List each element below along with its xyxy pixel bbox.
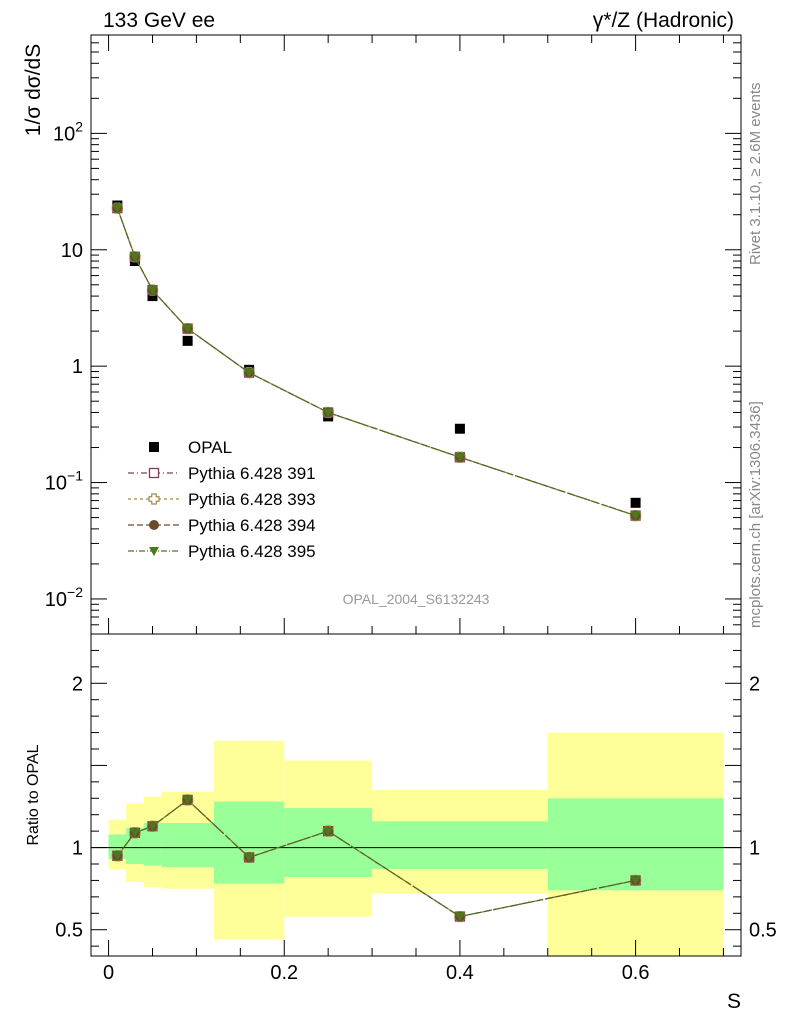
main-mc-point	[454, 453, 465, 463]
watermark: OPAL_2004_S6132243	[343, 591, 490, 607]
main-series-line	[116, 207, 636, 517]
main-data-point	[630, 497, 641, 508]
ratio-ytick-label-right: 1	[749, 838, 760, 860]
ratio-series-line	[116, 799, 636, 918]
ratio-ytick-label: 1	[72, 838, 83, 860]
main-ytick-label: 10−1	[45, 468, 83, 495]
ratio-ytick-label-right: 0.5	[749, 920, 777, 942]
ratio-mc-point	[630, 876, 641, 886]
ratio-band-inner	[284, 808, 373, 878]
main-ytick-label: 102	[53, 118, 83, 145]
legend-marker	[148, 493, 160, 505]
header-left: 133 GeV ee	[103, 9, 215, 32]
ratio-mc-point	[454, 912, 465, 922]
ratio-mc-point	[244, 853, 255, 863]
main-mc-point	[112, 204, 123, 214]
ratio-ytick-label: 2	[72, 673, 83, 695]
main-ytick-label: 10	[61, 240, 83, 262]
main-ylabel: 1/σ dσ/dS	[22, 44, 45, 136]
ratio-xtick-label: 0.2	[270, 962, 298, 984]
legend: OPAL Pythia 6.428 391 Pythia 6.428 393 Pyth…	[128, 438, 316, 561]
main-ytick-label: 1	[72, 356, 83, 378]
legend-marker	[149, 442, 159, 452]
main-data-point	[454, 423, 465, 434]
ratio-xtick-label: 0	[103, 962, 114, 984]
legend-label: Pythia 6.428 394	[188, 516, 316, 535]
ratio-mc-point	[147, 822, 158, 832]
ratio-band-inner	[143, 822, 162, 866]
ratio-mc-point	[323, 827, 334, 837]
main-mc-point	[129, 252, 140, 262]
ratio-xtick-label: 0.4	[446, 962, 474, 984]
main-mc-point	[244, 368, 255, 378]
ratio-ytick-label: 0.5	[55, 920, 83, 942]
main-mc-point	[323, 408, 334, 418]
ratio-band-inner	[213, 801, 285, 884]
legend-label: Pythia 6.428 395	[188, 542, 316, 561]
legend-label: Pythia 6.428 391	[188, 464, 316, 483]
main-mc-point	[147, 286, 158, 296]
legend-marker	[149, 520, 159, 530]
main-data-point	[182, 335, 193, 346]
rivet-label: Rivet 3.1.10, ≥ 2.6M events	[747, 83, 764, 266]
main-mc-point	[630, 511, 641, 521]
main-data-point	[147, 291, 158, 302]
header-right: γ*/Z (Hadronic)	[593, 9, 734, 32]
main-mc-point	[182, 324, 193, 334]
ratio-mc-point	[129, 828, 140, 838]
ratio-band-inner	[161, 822, 214, 868]
main-panel: 10−2 10−1 1 10 102	[45, 34, 742, 635]
x-axis-label: S	[727, 990, 741, 1013]
ratio-panel: 0 0.2 0.4 0.6 0.5 0.5 1 1 2 2	[55, 633, 777, 984]
legend-label: Pythia 6.428 393	[188, 490, 316, 509]
ratio-band-inner	[372, 821, 548, 869]
ratio-mc-point	[182, 795, 193, 805]
legend-marker	[148, 467, 160, 479]
ratio-xtick-label: 0.6	[622, 962, 650, 984]
mcplots-label: mcplots.cern.ch [arXiv:1306.3436]	[747, 401, 764, 628]
main-ytick-label: 10−2	[45, 584, 83, 611]
ratio-ytick-label-right: 2	[749, 673, 760, 695]
ratio-mc-point	[112, 851, 123, 861]
ratio-ylabel: Ratio to OPAL	[25, 744, 42, 845]
legend-marker	[149, 547, 159, 556]
legend-label: OPAL	[188, 438, 232, 457]
